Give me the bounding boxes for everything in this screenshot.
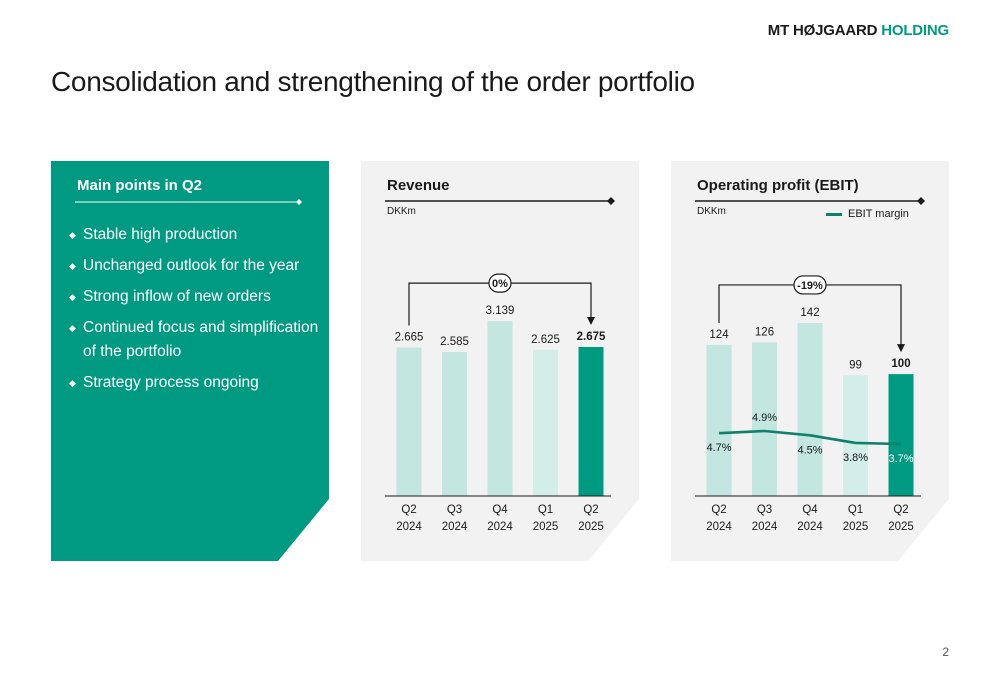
arrow-down-icon (587, 316, 595, 325)
main-points-panel: Main points in Q2 ◆ Stable high productio… (51, 161, 329, 561)
diamond-bullet-icon: ◆ (69, 230, 76, 240)
revenue-chart-panel: 2.665 Q2 2024 2.585 Q3 2024 3.139 Q4 2024 2.625 Q1… (361, 161, 639, 561)
bar (843, 375, 868, 496)
bar (706, 344, 732, 496)
main-points-list: ◆ Stable high production ◆ Unchanged outlo… (69, 223, 319, 402)
main-points-heading: Main points in Q2 (77, 177, 203, 194)
arrow-down-icon (897, 344, 905, 353)
header-diamond-icon (607, 197, 615, 205)
ebit-margin-line (718, 429, 902, 446)
bar (487, 321, 513, 496)
diamond-bullet-icon: ◆ (69, 323, 76, 333)
x-tick-label: Q1 (848, 504, 863, 516)
company-logo: MT HØJGAARD HOLDING (767, 22, 949, 39)
x-tick-label: 2024 (487, 521, 513, 533)
bar (797, 322, 823, 496)
x-tick-label: Q1 (538, 504, 553, 516)
diamond-bullet-icon: ◆ (69, 378, 76, 388)
x-tick-label: 2024 (706, 521, 732, 533)
list-item: ◆ Strong inflow of new orders (69, 285, 319, 309)
x-tick-label: Q3 (447, 504, 462, 516)
x-tick-label: Q2 (711, 504, 726, 516)
line-data-label: 4.5% (797, 444, 822, 456)
x-tick-label: Q2 (583, 504, 598, 516)
x-tick-label: 2025 (843, 521, 869, 533)
bar (578, 346, 604, 496)
bar-value-label: 100 (891, 358, 910, 370)
line-data-label: 3.7% (888, 453, 913, 465)
x-tick-label: 2024 (797, 521, 823, 533)
bar (752, 342, 777, 496)
x-tick-label: 2025 (578, 521, 604, 533)
bar-value-label: 3.139 (486, 305, 515, 317)
bar-value-label: 126 (755, 326, 774, 338)
change-badge (488, 273, 512, 293)
legend-swatch (826, 212, 842, 216)
x-tick-label: Q4 (802, 504, 818, 516)
diamond-bullet-icon: ◆ (69, 261, 76, 271)
x-tick-label: 2024 (442, 521, 468, 533)
x-tick-label: 2024 (752, 521, 778, 533)
ebit-chart-title: Operating profit (EBIT) (697, 177, 859, 194)
list-item: ◆ Unchanged outlook for the year (69, 254, 319, 278)
x-tick-label: Q2 (893, 504, 908, 516)
bar-value-label: 2.625 (531, 334, 560, 346)
bar (888, 374, 914, 496)
revenue-chart-unit: DKKm (387, 206, 416, 217)
diamond-bullet-icon: ◆ (69, 292, 76, 302)
ebit-chart-panel: 124 Q2 2024 126 Q3 2024 142 Q4 2024 99 Q1 2025 100 Q2… (671, 161, 949, 561)
change-label: 0% (492, 278, 508, 290)
x-tick-label: 2025 (888, 521, 914, 533)
ebit-chart-unit: DKKm (697, 206, 726, 217)
bar (442, 351, 467, 496)
legend-label: EBIT margin (848, 208, 909, 220)
page-number: 2 (942, 645, 949, 659)
line-data-label: 4.9% (752, 412, 777, 424)
ebit-chart: 124 Q2 2024 126 Q3 2024 142 Q4 2024 99 Q1 2025 100 Q2… (671, 161, 949, 561)
x-tick-label: 2025 (533, 521, 559, 533)
line-data-label: 4.7% (706, 442, 731, 454)
page-title: Consolidation and strengthening of the o… (51, 66, 695, 97)
x-tick-label: Q4 (492, 504, 508, 516)
bar-value-label: 2.665 (395, 332, 424, 344)
change-badge (793, 275, 827, 295)
bar-value-label: 2.585 (440, 336, 469, 348)
ebit-chart-legend: EBIT margin (826, 208, 909, 220)
revenue-chart-title: Revenue (387, 177, 450, 194)
change-label: -19% (797, 280, 823, 292)
list-item: ◆ Strategy process ongoing (69, 371, 319, 395)
bar (396, 347, 422, 496)
line-data-label: 3.8% (843, 452, 868, 464)
bar-value-label: 99 (849, 359, 862, 371)
bar (533, 349, 558, 496)
bar-value-label: 2.675 (577, 331, 606, 343)
x-tick-label: Q2 (401, 504, 416, 516)
bar-value-label: 124 (709, 329, 729, 341)
revenue-chart: 2.665 Q2 2024 2.585 Q3 2024 3.139 Q4 2024 2.625 Q1… (361, 161, 639, 561)
main-points-background (51, 161, 329, 561)
x-tick-label: 2024 (396, 521, 422, 533)
bar-value-label: 142 (800, 307, 819, 319)
header-diamond-icon (917, 197, 925, 205)
x-tick-label: Q3 (757, 504, 772, 516)
list-item: ◆ Stable high production (69, 223, 319, 247)
list-item: ◆ Continued focus and simplification of t… (69, 316, 319, 364)
